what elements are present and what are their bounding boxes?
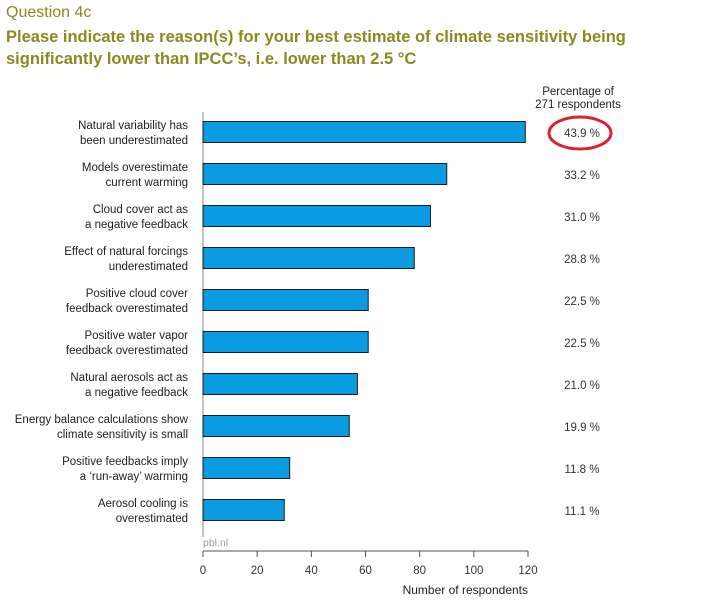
category-label: Effect of natural forcings	[64, 246, 188, 258]
category-label: Natural aerosols act as	[70, 372, 188, 384]
x-tick-label: 40	[305, 565, 318, 577]
x-tick-label: 60	[359, 565, 372, 577]
category-label: overestimated	[116, 513, 188, 525]
percent-label: 31.0 %	[564, 212, 600, 224]
bar	[202, 205, 431, 227]
category-label: climate sensitivity is small	[57, 429, 188, 441]
bar	[202, 415, 350, 437]
percent-label: 21.0 %	[564, 380, 600, 392]
percent-label: 28.8 %	[564, 254, 600, 266]
percent-label: 11.8 %	[565, 464, 600, 476]
bar	[202, 457, 291, 479]
bar	[202, 121, 526, 143]
percent-header: 271 respondents	[535, 99, 621, 111]
category-label: Natural variability has	[78, 120, 188, 132]
category-label: Energy balance calculations show	[15, 414, 189, 426]
category-label: Positive feedbacks imply	[62, 456, 188, 468]
category-label: a negative feedback	[85, 387, 188, 399]
category-label: current warming	[106, 177, 188, 189]
x-tick-label: 0	[200, 565, 206, 577]
bar	[202, 499, 285, 521]
question-label: Question 4c	[6, 4, 92, 21]
category-label: a ‘run-away’ warming	[80, 471, 188, 483]
category-label: Cloud cover act as	[93, 204, 188, 216]
percent-label: 33.2 %	[564, 170, 600, 182]
category-label: Aerosol cooling is	[98, 498, 188, 510]
percent-label: 22.5 %	[564, 338, 600, 350]
category-label: feedback overestimated	[66, 303, 188, 315]
category-label: Positive cloud cover	[86, 288, 188, 300]
percent-label: 11.1 %	[565, 506, 600, 518]
source-label: pbl.nl	[203, 537, 228, 549]
bar	[202, 247, 415, 269]
question-title: Please indicate the reason(s) for your b…	[6, 28, 626, 68]
highlight-circle	[547, 115, 613, 151]
percent-label: 22.5 %	[564, 296, 600, 308]
bar	[202, 373, 358, 395]
bar	[202, 163, 448, 185]
category-label: been underestimated	[80, 135, 188, 147]
x-tick-label: 100	[464, 565, 483, 577]
category-label: a negative feedback	[85, 219, 188, 231]
percent-label: 43.9 %	[564, 128, 600, 140]
category-label: feedback overestimated	[66, 345, 188, 357]
percent-label: 19.9 %	[564, 422, 600, 434]
category-label: Models overestimate	[82, 162, 188, 174]
x-tick-label: 80	[413, 565, 426, 577]
category-label: underestimated	[109, 261, 188, 273]
bar	[202, 331, 369, 353]
x-tick-label: 20	[251, 565, 264, 577]
x-axis-title: Number of respondents	[403, 583, 528, 597]
bar	[202, 289, 369, 311]
x-tick-label: 120	[518, 565, 537, 577]
percent-header: Percentage of	[542, 86, 614, 98]
category-label: Positive water vapor	[84, 330, 188, 342]
